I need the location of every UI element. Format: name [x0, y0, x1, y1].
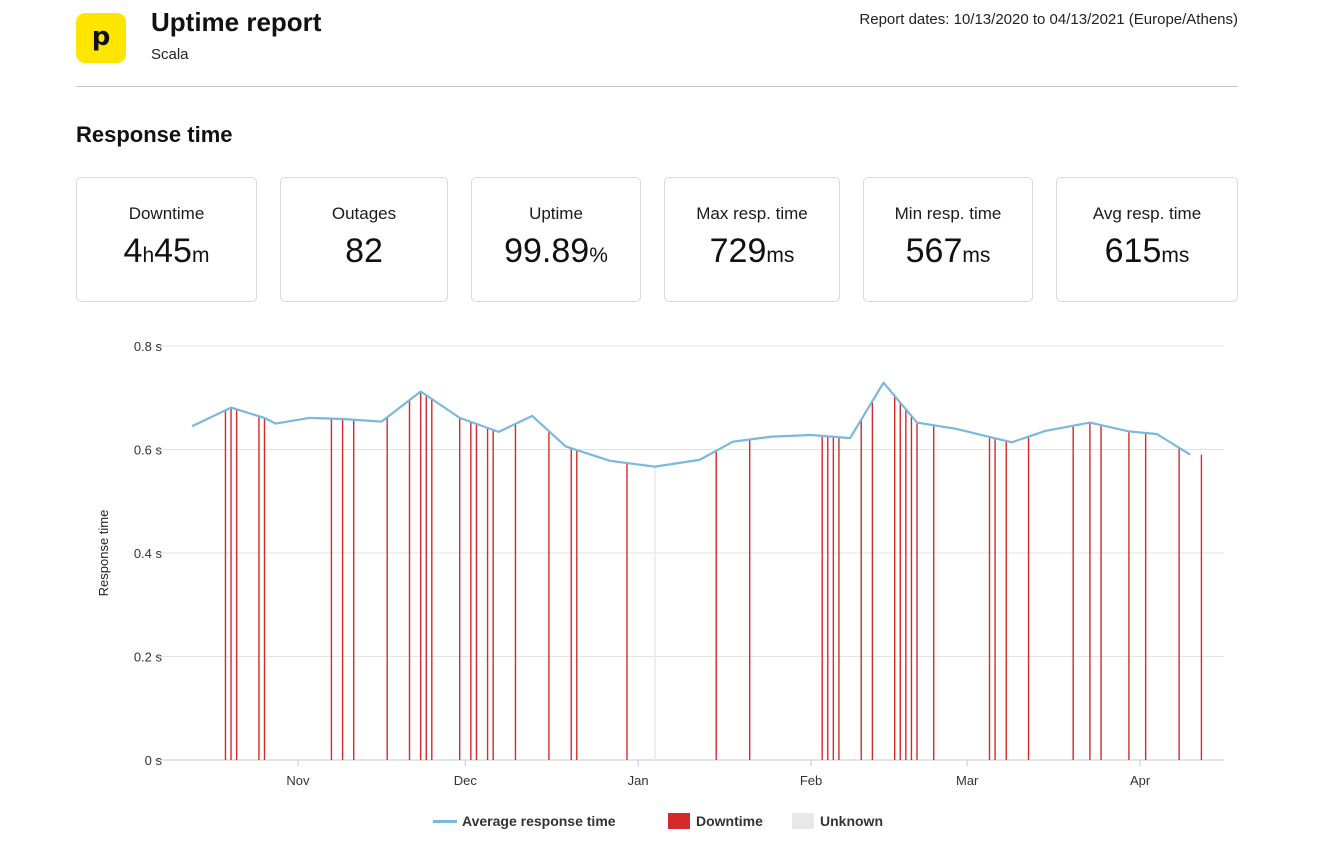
y-axis-title: Response time: [96, 510, 111, 597]
legend-item-downtime[interactable]: Downtime: [668, 813, 763, 829]
stat-value: 99.89%: [504, 232, 608, 270]
stat-label: Avg resp. time: [1092, 204, 1202, 223]
stat-label: Min resp. time: [894, 204, 1002, 223]
stat-value: 82: [345, 232, 383, 270]
logo-letter: p: [91, 21, 111, 52]
stat-value: 4h45m: [123, 232, 210, 270]
legend-label: Unknown: [820, 813, 883, 829]
x-tick-label: Dec: [454, 773, 478, 788]
x-tick-label: Feb: [800, 773, 822, 788]
x-tick-label: Nov: [286, 773, 310, 788]
brand-logo: p: [76, 13, 126, 63]
stat-card-max-resp: Max resp. time 729ms: [664, 177, 840, 302]
stat-value: 615ms: [1104, 232, 1190, 270]
x-tick-label: Apr: [1130, 773, 1151, 788]
average-response-line: [191, 381, 1191, 468]
response-time-chart: 0 s 0.2 s 0.4 s 0.6 s 0.8 s Response time Nov D…: [96, 339, 1224, 788]
stat-card-min-resp: Min resp. time 567ms: [863, 177, 1033, 302]
stat-card-downtime: Downtime 4h45m: [76, 177, 257, 302]
report-dates: Report dates: 10/13/2020 to 04/13/2021 (…: [859, 11, 1238, 28]
legend-label: Downtime: [696, 813, 763, 829]
legend-label: Average response time: [462, 813, 616, 829]
monitor-name: Scala: [151, 46, 189, 63]
y-tick-label: 0.4 s: [134, 546, 163, 561]
x-tick-label: Jan: [628, 773, 649, 788]
y-tick-label: 0.8 s: [134, 339, 163, 354]
stat-value: 729ms: [709, 232, 795, 270]
stat-label: Uptime: [529, 204, 583, 223]
x-tick-label: Mar: [956, 773, 979, 788]
section-title: Response time: [76, 122, 233, 147]
legend-item-average[interactable]: Average response time: [433, 813, 616, 829]
stat-card-uptime: Uptime 99.89%: [471, 177, 641, 302]
legend-unknown-swatch: [792, 813, 814, 829]
stat-card-avg-resp: Avg resp. time 615ms: [1056, 177, 1238, 302]
report-title: Uptime report: [151, 7, 322, 37]
stat-card-outages: Outages 82: [280, 177, 448, 302]
stat-value: 567ms: [905, 232, 991, 270]
legend-line-swatch: [433, 819, 457, 823]
y-tick-label: 0.2 s: [134, 650, 163, 665]
y-tick-label: 0.6 s: [134, 443, 163, 458]
legend-downtime-swatch: [668, 813, 690, 829]
stat-label: Max resp. time: [696, 204, 808, 223]
stat-label: Outages: [331, 204, 397, 223]
header-divider: [76, 86, 1238, 87]
legend-item-unknown[interactable]: Unknown: [792, 813, 883, 829]
y-tick-label: 0 s: [145, 753, 163, 768]
stat-label: Downtime: [128, 204, 205, 223]
